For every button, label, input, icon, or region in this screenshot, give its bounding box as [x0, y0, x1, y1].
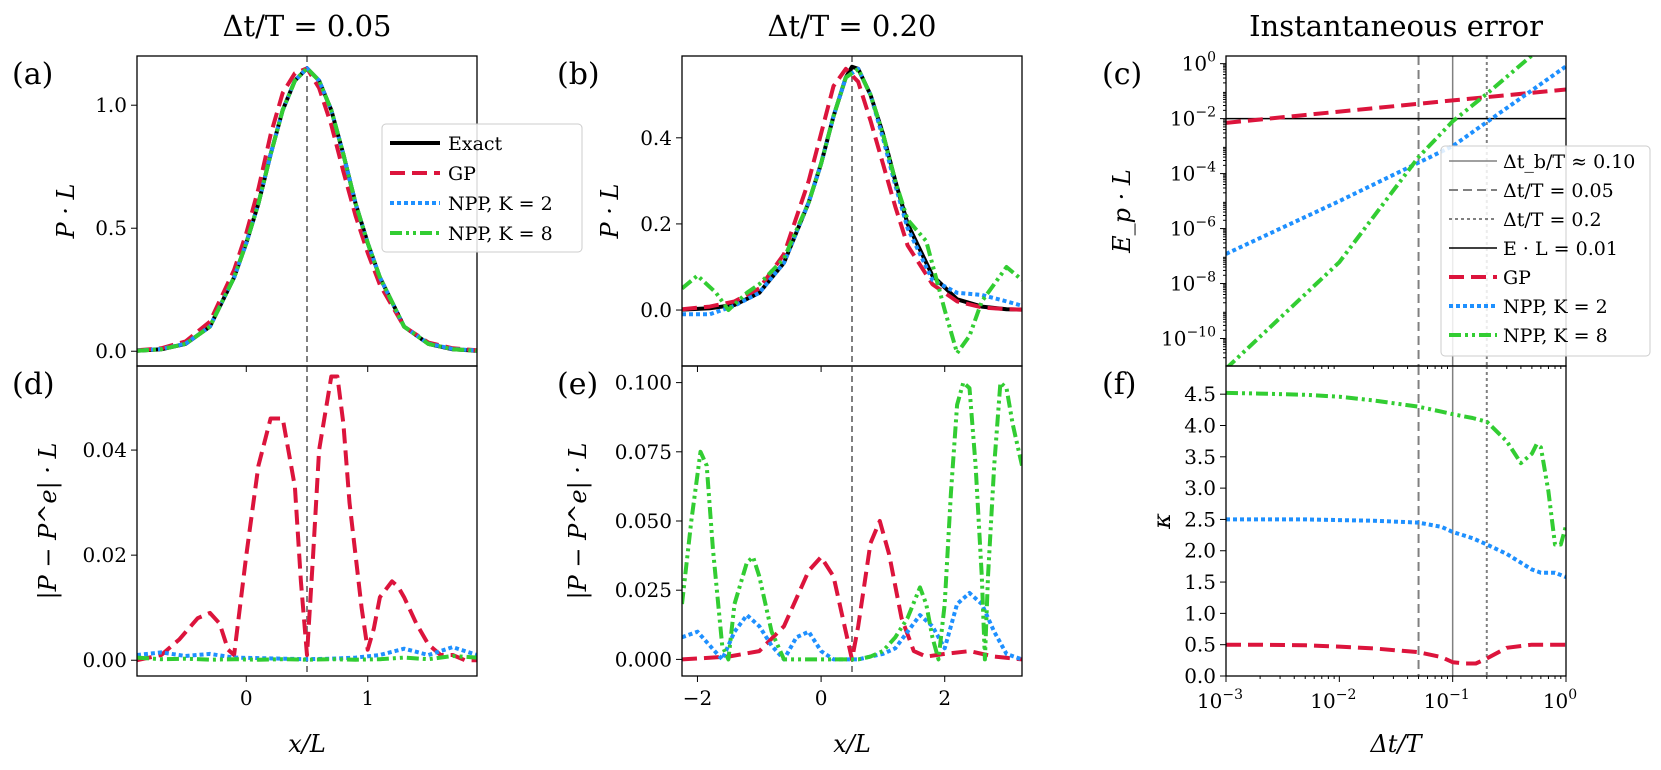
series-d-0: [137, 374, 477, 663]
ylabel-c: E_p · L: [1108, 169, 1136, 254]
panel-label-c: (c): [1102, 57, 1142, 92]
ylabel-f: κ: [1148, 513, 1176, 530]
ytick-label-d-1: 0.02: [82, 543, 127, 567]
plot-area-f: [1226, 366, 1566, 676]
legend-a-box: [381, 123, 583, 253]
frame-d: [136, 365, 478, 677]
legend-a-label-npp2: NPP, K = 2: [448, 193, 553, 215]
series-e-0: [682, 519, 1022, 662]
frame-f: [1225, 365, 1567, 677]
series-f-1: [1226, 517, 1566, 579]
ytick-label-f-4: 2.0: [1184, 539, 1216, 563]
panel-d: 0 1 0.00 0.02 0.04: [82, 365, 478, 710]
ytick-label-f-3: 1.5: [1184, 570, 1216, 594]
title-col3: Instantaneous error: [1249, 9, 1543, 43]
plot-area-b: [682, 56, 1022, 366]
xlabel-d: x/L: [288, 730, 326, 758]
legend-a-label-npp8: NPP, K = 8: [448, 223, 553, 245]
xtick-label-e-2: 2: [938, 686, 951, 710]
xtick-label-f-3: 100: [1543, 687, 1577, 713]
legend-a-label-exact: Exact: [448, 133, 503, 155]
series-b-1: [682, 66, 1022, 312]
series-e-2: [682, 380, 1022, 662]
series-b-0: [682, 64, 1022, 312]
legend-c-label-dt005: Δt/T = 0.05: [1503, 180, 1614, 202]
series-c-0: [1226, 87, 1566, 125]
ytick-label-b-1: 0.2: [640, 212, 672, 236]
legend-a-label-gp: GP: [448, 163, 476, 185]
legend-c-label-npp2: NPP, K = 2: [1503, 296, 1608, 318]
title-col2: Δt/T = 0.20: [767, 9, 936, 43]
series-c-2: [1226, 56, 1534, 366]
ytick-label-f-1: 0.5: [1184, 633, 1216, 657]
series-a-3: [137, 66, 477, 353]
ylabel-e: |P − P^e| · L: [564, 443, 593, 600]
ytick-label-d-0: 0.00: [82, 648, 127, 672]
ytick-label-e-0: 0.000: [615, 647, 672, 671]
xlabel-e: x/L: [833, 730, 871, 758]
series-b-2: [682, 66, 1022, 317]
ytick-label-a-2: 1.0: [95, 93, 127, 117]
series-e-1: [682, 591, 1022, 662]
ytick-label-e-1: 0.025: [615, 578, 672, 602]
legend-c-box: [1440, 145, 1651, 357]
ytick-label-f-9: 4.5: [1184, 382, 1216, 406]
ytick-label-c-3: 10−6: [1170, 215, 1216, 241]
series-d-1: [137, 645, 477, 662]
plot-area-d: [137, 366, 477, 676]
ytick-label-c-2: 10−4: [1170, 160, 1216, 186]
series-f-0: [1226, 642, 1566, 666]
xtick-label-f-1: 10−2: [1310, 687, 1356, 713]
panel-label-a: (a): [12, 57, 53, 92]
panel-e: −2 0 2 0.000 0.025 0.050 0.075 0.100: [615, 365, 1023, 710]
ytick-label-f-7: 3.5: [1184, 445, 1216, 469]
ytick-label-f-2: 1.0: [1184, 601, 1216, 625]
panel-b: 0.0 0.2 0.4: [640, 55, 1023, 372]
ytick-label-a-1: 0.5: [95, 216, 127, 240]
series-b-3: [682, 66, 1022, 356]
xtick-label-e-1: 0: [815, 686, 828, 710]
panel-label-e: (e): [557, 367, 598, 402]
ylabel-b: P · L: [596, 184, 624, 240]
legend-a: Exact GP NPP, K = 2 NPP, K = 8: [381, 123, 583, 253]
legend-c-label-npp8: NPP, K = 8: [1503, 325, 1608, 347]
xlabel-f: Δt/T: [1369, 730, 1423, 758]
legend-c-label-dt02: Δt/T = 0.2: [1503, 209, 1602, 231]
legend-c-label-gp: GP: [1503, 267, 1531, 289]
ytick-label-c-4: 10−8: [1170, 270, 1216, 296]
ytick-label-e-3: 0.075: [615, 440, 672, 464]
title-col1: Δt/T = 0.05: [222, 9, 391, 43]
plot-area-e: [682, 366, 1022, 676]
panel-f: 10−3 10−2 10−1 100 0.0 0.5 1.0 1.5 2.0 2.5 3.0 3.5 4…: [1184, 365, 1577, 713]
ytick-label-c-1: 10−2: [1170, 105, 1216, 131]
panel-label-f: (f): [1102, 367, 1137, 402]
ylabel-d: |P − P^e| · L: [34, 443, 63, 600]
ytick-label-b-2: 0.4: [640, 126, 672, 150]
xtick-label-d-0: 0: [240, 686, 253, 710]
ytick-label-a-0: 0.0: [95, 339, 127, 363]
legend-c: Δt_b/T ≈ 0.10 Δt/T = 0.05 Δt/T = 0.2 E ·…: [1440, 145, 1651, 357]
ytick-label-b-0: 0.0: [640, 298, 672, 322]
ytick-label-f-8: 4.0: [1184, 413, 1216, 437]
ytick-label-e-4: 0.100: [615, 371, 672, 395]
ylabel-a: P · L: [52, 184, 80, 240]
ytick-label-e-2: 0.050: [615, 509, 672, 533]
ytick-label-d-2: 0.04: [82, 438, 127, 462]
xtick-label-f-2: 10−1: [1424, 687, 1470, 713]
panel-label-b: (b): [557, 57, 600, 92]
legend-c-label-bound: Δt_b/T ≈ 0.10: [1503, 151, 1635, 173]
panel-label-d: (d): [12, 367, 55, 402]
ytick-label-c-0: 100: [1182, 50, 1216, 76]
ytick-label-f-6: 3.0: [1184, 476, 1216, 500]
ytick-label-c-5: 10−10: [1161, 325, 1216, 351]
xtick-label-e-0: −2: [683, 686, 712, 710]
series-f-2: [1226, 390, 1566, 547]
ytick-label-f-0: 0.0: [1184, 664, 1216, 688]
legend-c-label-el: E · L = 0.01: [1503, 238, 1618, 260]
plot-area-a: [137, 56, 477, 366]
ytick-label-f-5: 2.5: [1184, 507, 1216, 531]
xtick-label-f-0: 10−3: [1197, 687, 1243, 713]
xtick-label-d-1: 1: [361, 686, 374, 710]
